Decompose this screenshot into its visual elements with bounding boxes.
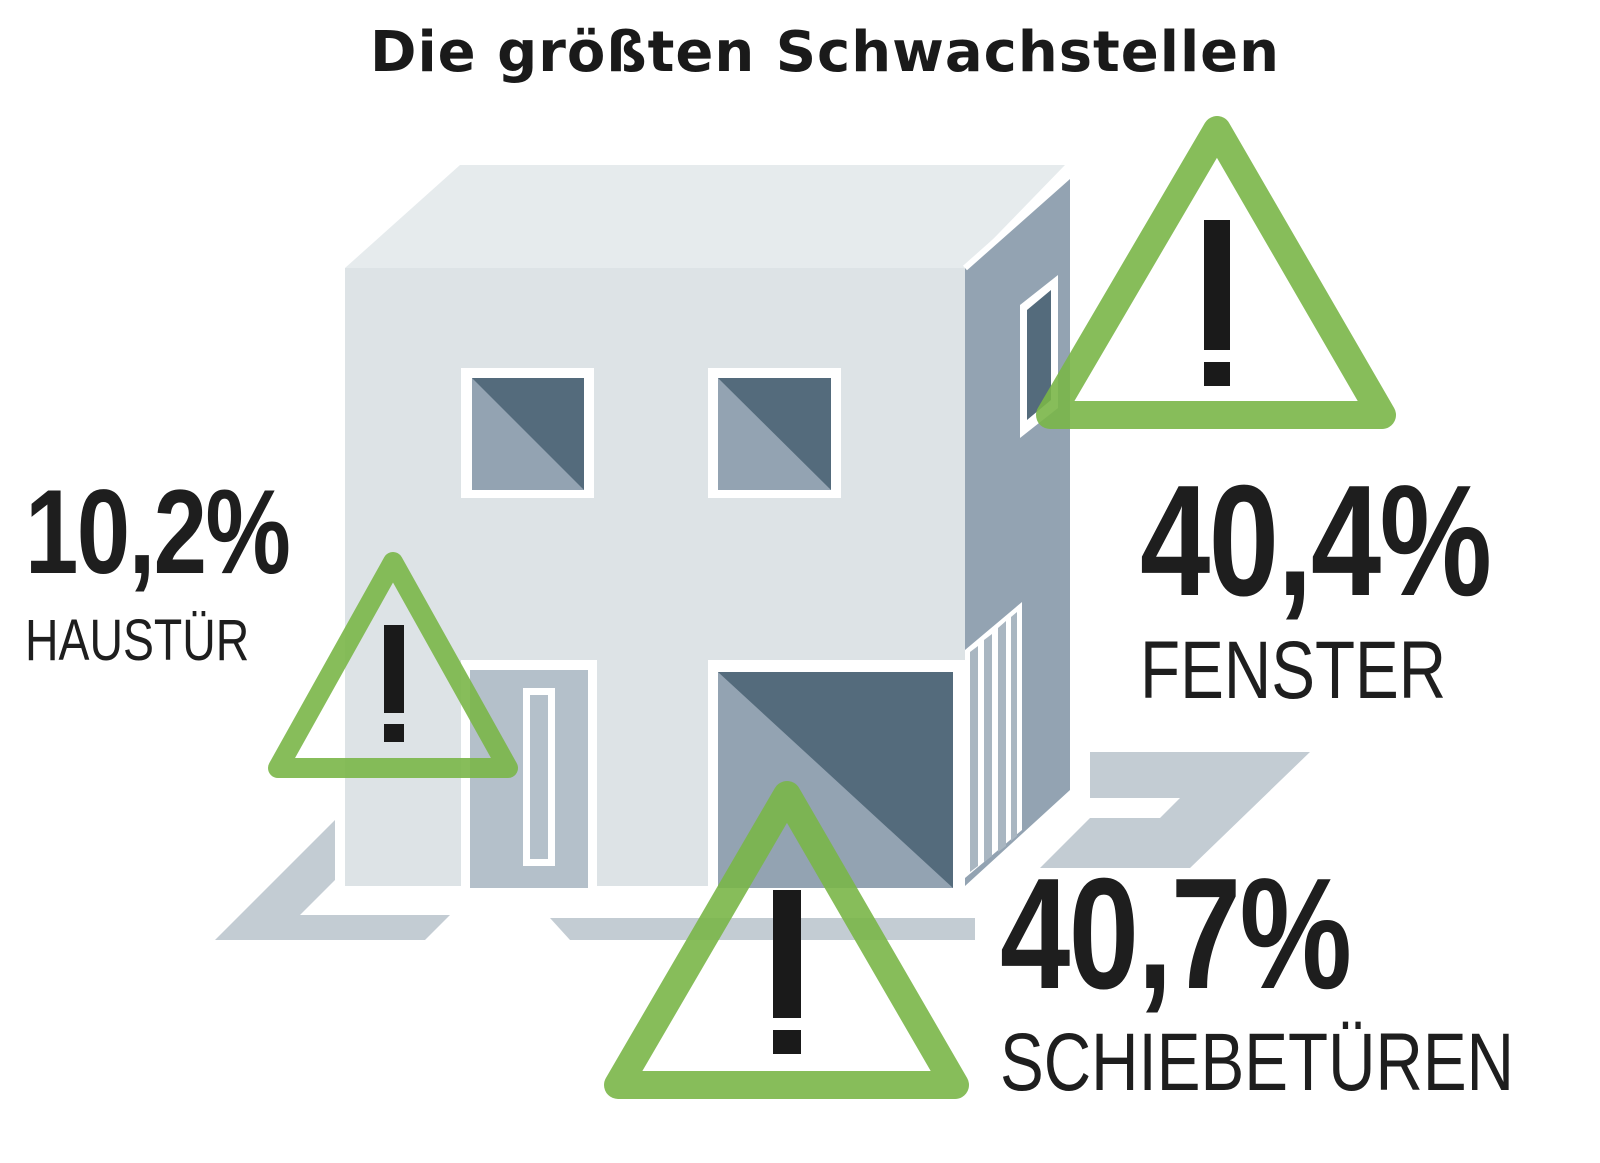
fenster-label: FENSTER: [1140, 625, 1447, 716]
schiebetueren-percentage: 40,7%: [1000, 846, 1352, 1022]
haustuer-label: HAUSTÜR: [25, 608, 250, 673]
warning-triangle-icon: [268, 552, 518, 778]
page-title: Die größten Schwachstellen: [369, 20, 1281, 85]
schiebetueren-label: SCHIEBETÜREN: [1000, 1017, 1514, 1108]
warning-triangle-icon: [604, 781, 969, 1099]
warning-triangle-icon: [1036, 116, 1396, 429]
haustuer-percentage: 10,2%: [25, 465, 291, 599]
fenster-percentage: 40,4%: [1140, 453, 1492, 629]
